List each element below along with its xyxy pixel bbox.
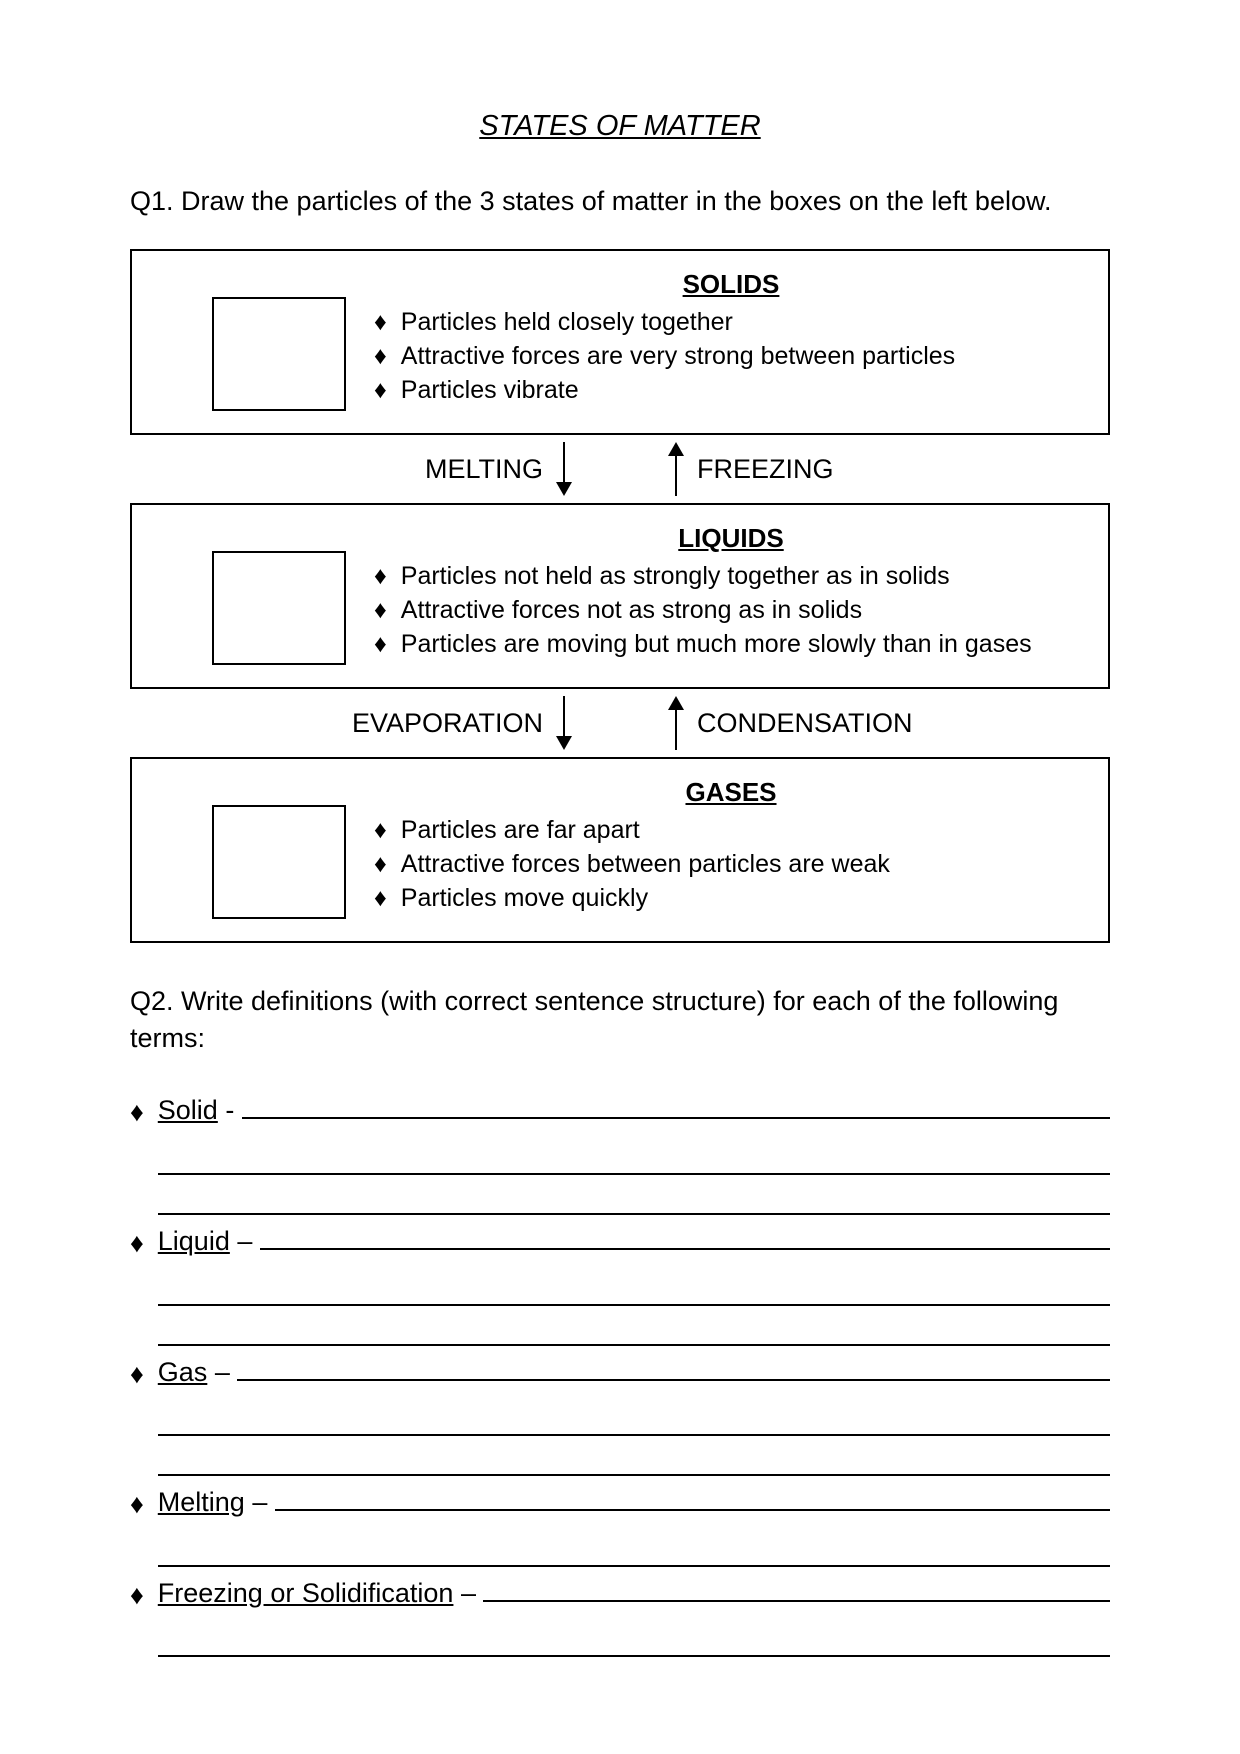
question-2-text: Q2. Write definitions (with correct sent… bbox=[130, 983, 1110, 1056]
diamond-icon: ♦ bbox=[130, 1219, 144, 1346]
gases-box: GASES ♦ Particles are far apart ♦ Attracti… bbox=[130, 757, 1110, 943]
worksheet-page: STATES OF MATTER Q1. Draw the particles … bbox=[0, 0, 1240, 1754]
arrow-up-icon bbox=[665, 696, 687, 750]
blank-line bbox=[158, 1318, 1110, 1346]
list-item: ♦ Particles held closely together bbox=[374, 306, 1088, 340]
solids-content: SOLIDS ♦ Particles held closely together … bbox=[374, 269, 1088, 407]
term-separator: – bbox=[453, 1569, 483, 1618]
evaporation-condensation-row: EVAPORATION CONDENSATION bbox=[130, 689, 1110, 757]
definition-melting: ♦ Melting – bbox=[130, 1478, 1110, 1567]
definitions-list: ♦ Solid - ♦ Liquid – ♦ bbox=[130, 1086, 1110, 1657]
bullet-text: Particles are moving but much more slowl… bbox=[401, 628, 1032, 662]
liquids-content: LIQUIDS ♦ Particles not held as strongly … bbox=[374, 523, 1088, 661]
blank-line bbox=[158, 1629, 1110, 1657]
bullet-text: Particles move quickly bbox=[401, 882, 648, 916]
gases-content: GASES ♦ Particles are far apart ♦ Attracti… bbox=[374, 777, 1088, 915]
arrow-down-icon bbox=[553, 442, 575, 496]
blank-line bbox=[158, 1539, 1110, 1567]
term-separator: – bbox=[207, 1348, 237, 1397]
definition-body: Melting – bbox=[158, 1478, 1110, 1567]
bullet-text: Attractive forces between particles are … bbox=[401, 848, 890, 882]
term-separator: – bbox=[245, 1478, 275, 1527]
blank-line bbox=[275, 1494, 1110, 1511]
list-item: ♦ Particles vibrate bbox=[374, 374, 1088, 408]
list-item: ♦ Particles are moving but much more slow… bbox=[374, 628, 1088, 662]
diamond-icon: ♦ bbox=[130, 1350, 144, 1477]
arrow-up-icon bbox=[665, 442, 687, 496]
diamond-icon: ♦ bbox=[130, 1571, 144, 1658]
term-label: Liquid bbox=[158, 1217, 230, 1266]
diamond-icon: ♦ bbox=[130, 1480, 144, 1567]
diamond-icon: ♦ bbox=[374, 594, 387, 628]
arrow-down-icon bbox=[553, 696, 575, 750]
diamond-icon: ♦ bbox=[374, 628, 387, 662]
bullet-text: Particles are far apart bbox=[401, 814, 640, 848]
term-separator: – bbox=[230, 1217, 260, 1266]
bullet-text: Attractive forces are very strong betwee… bbox=[401, 340, 955, 374]
freezing-label: FREEZING bbox=[697, 454, 1027, 485]
bullet-text: Attractive forces not as strong as in so… bbox=[401, 594, 862, 628]
liquids-heading: LIQUIDS bbox=[374, 523, 1088, 554]
definition-body: Solid - bbox=[158, 1086, 1110, 1215]
list-item: ♦ Attractive forces are very strong betwe… bbox=[374, 340, 1088, 374]
term-label: Solid bbox=[158, 1086, 218, 1135]
blank-line bbox=[242, 1102, 1110, 1119]
condensation-label: CONDENSATION bbox=[697, 708, 1027, 739]
melting-label: MELTING bbox=[213, 454, 543, 485]
list-item: ♦ Particles move quickly bbox=[374, 882, 1088, 916]
definition-gas: ♦ Gas – bbox=[130, 1348, 1110, 1477]
diamond-icon: ♦ bbox=[374, 306, 387, 340]
definition-body: Freezing or Solidification – bbox=[158, 1569, 1110, 1658]
blank-line bbox=[483, 1585, 1110, 1602]
blank-line bbox=[260, 1233, 1110, 1250]
definition-body: Liquid – bbox=[158, 1217, 1110, 1346]
diamond-icon: ♦ bbox=[374, 340, 387, 374]
question-1-text: Q1. Draw the particles of the 3 states o… bbox=[130, 183, 1110, 219]
melting-freezing-row: MELTING FREEZING bbox=[130, 435, 1110, 503]
diamond-icon: ♦ bbox=[374, 374, 387, 408]
gases-bullets: ♦ Particles are far apart ♦ Attractive for… bbox=[374, 814, 1088, 915]
definition-solid: ♦ Solid - bbox=[130, 1086, 1110, 1215]
bullet-text: Particles held closely together bbox=[401, 306, 733, 340]
solids-draw-box bbox=[212, 297, 346, 411]
definition-freezing: ♦ Freezing or Solidification – bbox=[130, 1569, 1110, 1658]
definition-liquid: ♦ Liquid – bbox=[130, 1217, 1110, 1346]
list-item: ♦ Particles not held as strongly together… bbox=[374, 560, 1088, 594]
diamond-icon: ♦ bbox=[374, 814, 387, 848]
term-label: Freezing or Solidification bbox=[158, 1569, 454, 1618]
solids-box: SOLIDS ♦ Particles held closely together … bbox=[130, 249, 1110, 435]
list-item: ♦ Attractive forces not as strong as in s… bbox=[374, 594, 1088, 628]
diamond-icon: ♦ bbox=[374, 882, 387, 916]
liquids-bullets: ♦ Particles not held as strongly together… bbox=[374, 560, 1088, 661]
blank-line bbox=[158, 1408, 1110, 1436]
page-title: STATES OF MATTER bbox=[130, 110, 1110, 143]
blank-line bbox=[237, 1364, 1110, 1381]
liquids-draw-box bbox=[212, 551, 346, 665]
solids-bullets: ♦ Particles held closely together ♦ Attrac… bbox=[374, 306, 1088, 407]
liquids-box: LIQUIDS ♦ Particles not held as strongly … bbox=[130, 503, 1110, 689]
blank-line bbox=[158, 1147, 1110, 1175]
term-label: Gas bbox=[158, 1348, 208, 1397]
term-label: Melting bbox=[158, 1478, 245, 1527]
bullet-text: Particles not held as strongly together … bbox=[401, 560, 950, 594]
bullet-text: Particles vibrate bbox=[401, 374, 579, 408]
diamond-icon: ♦ bbox=[130, 1088, 144, 1215]
term-separator: - bbox=[218, 1086, 242, 1135]
diamond-icon: ♦ bbox=[374, 560, 387, 594]
definition-body: Gas – bbox=[158, 1348, 1110, 1477]
solids-heading: SOLIDS bbox=[374, 269, 1088, 300]
blank-line bbox=[158, 1278, 1110, 1306]
diamond-icon: ♦ bbox=[374, 848, 387, 882]
gases-heading: GASES bbox=[374, 777, 1088, 808]
evaporation-label: EVAPORATION bbox=[213, 708, 543, 739]
list-item: ♦ Particles are far apart bbox=[374, 814, 1088, 848]
blank-line bbox=[158, 1187, 1110, 1215]
blank-line bbox=[158, 1448, 1110, 1476]
gases-draw-box bbox=[212, 805, 346, 919]
list-item: ♦ Attractive forces between particles are… bbox=[374, 848, 1088, 882]
